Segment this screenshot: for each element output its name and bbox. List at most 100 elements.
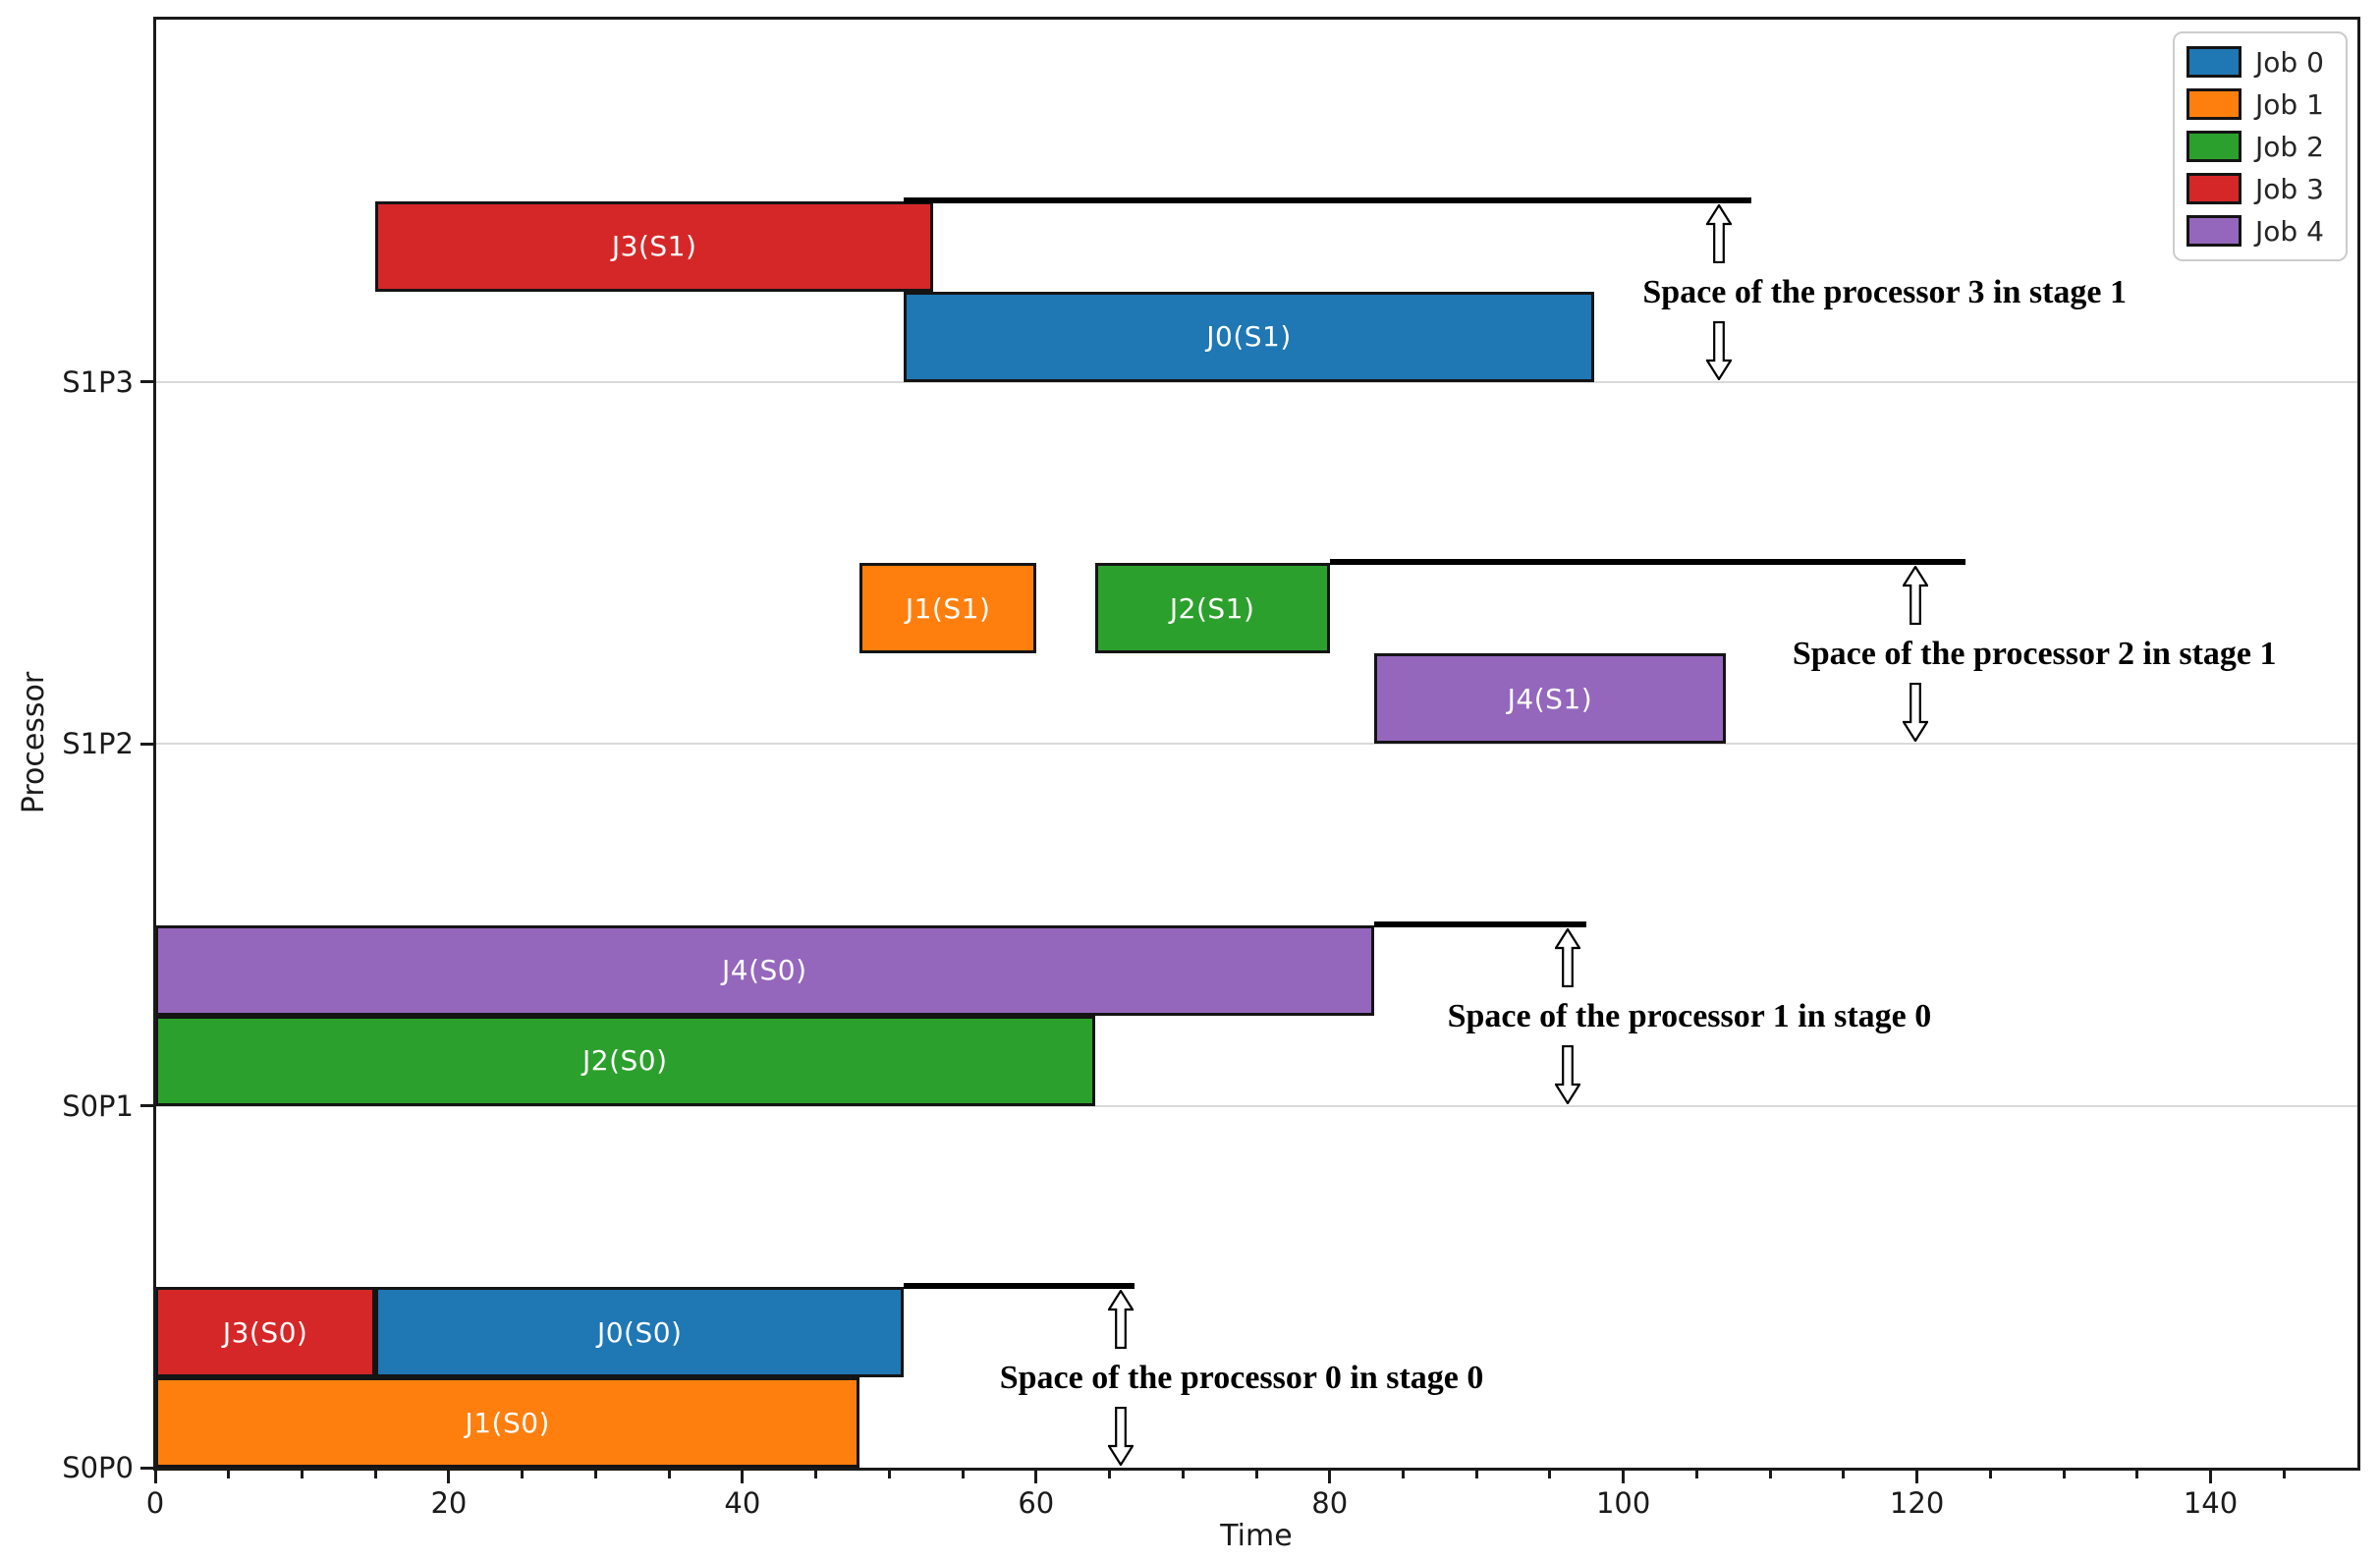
legend-swatch-icon: [2186, 88, 2242, 120]
y-tick: [140, 1466, 153, 1470]
x-minor-tick: [1694, 1471, 1698, 1478]
space-up-arrow-icon: [1553, 926, 1581, 987]
task-bar-label: J2(S0): [582, 1044, 668, 1077]
x-minor-tick: [300, 1471, 304, 1478]
x-minor-tick: [961, 1471, 965, 1478]
grid-line-s1p3: [155, 380, 2357, 383]
x-tick-label: 100: [1595, 1486, 1651, 1520]
task-bar-j4s1: J4(S1): [1373, 653, 1727, 744]
x-minor-tick: [2282, 1471, 2286, 1478]
x-minor-tick: [1401, 1471, 1405, 1478]
x-tick-label: 0: [145, 1486, 165, 1520]
legend: Job 0 Job 1 Job 2 Job 3 Job 4: [2173, 31, 2348, 261]
y-tick: [140, 1104, 153, 1107]
legend-swatch-icon: [2186, 173, 2242, 204]
y-tick-label-s1p3: S1P3: [62, 364, 134, 399]
task-bar-j0s0: J0(S0): [375, 1287, 905, 1377]
legend-item: Job 1: [2186, 86, 2334, 122]
space-annotation-s0p0: Space of the processor 0 in stage 0: [999, 1360, 1484, 1396]
task-bar-j1s1: J1(S1): [859, 563, 1036, 653]
x-tick-label: 60: [1018, 1486, 1055, 1520]
task-bar-j3s0: J3(S0): [155, 1287, 376, 1377]
task-bar-label: J1(S0): [465, 1406, 550, 1439]
x-tick-label: 140: [2183, 1486, 2239, 1520]
task-bar-label: J4(S0): [722, 954, 807, 986]
legend-label: Job 0: [2255, 45, 2324, 79]
space-annotation-s1p3: Space of the processor 3 in stage 1: [1642, 273, 2128, 310]
y-tick-label-s1p2: S1P2: [62, 727, 134, 760]
task-bar-j2s1: J2(S1): [1094, 563, 1330, 653]
space-annotation-s0p1: Space of the processor 1 in stage 0: [1447, 997, 1932, 1034]
legend-label: Job 4: [2255, 214, 2324, 248]
x-minor-tick: [227, 1471, 231, 1478]
x-minor-tick: [1768, 1471, 1772, 1478]
x-minor-tick: [593, 1471, 597, 1478]
x-major-tick: [1328, 1471, 1332, 1483]
x-major-tick: [447, 1471, 451, 1483]
space-line-s0p0: [904, 1283, 1135, 1289]
x-minor-tick: [1548, 1471, 1552, 1478]
legend-swatch-icon: [2186, 131, 2242, 162]
space-down-arrow-icon: [1704, 320, 1733, 381]
x-minor-tick: [1181, 1471, 1185, 1478]
space-down-arrow-icon: [1902, 682, 1930, 744]
legend-label: Job 1: [2255, 87, 2324, 121]
space-annotation-s1p2: Space of the processor 2 in stage 1: [1792, 636, 2277, 672]
x-minor-tick: [667, 1471, 671, 1478]
x-minor-tick: [887, 1471, 891, 1478]
x-minor-tick: [2062, 1471, 2066, 1478]
y-tick-label-s0p0: S0P0: [62, 1451, 134, 1484]
legend-swatch-icon: [2186, 46, 2242, 78]
x-minor-tick: [1842, 1471, 1846, 1478]
legend-item: Job 0: [2186, 44, 2334, 80]
space-up-arrow-icon: [1902, 564, 1930, 626]
space-line-s1p2: [1329, 559, 1965, 565]
task-bar-label: J1(S1): [905, 591, 991, 625]
space-down-arrow-icon: [1553, 1044, 1581, 1105]
x-major-tick: [1034, 1471, 1038, 1483]
legend-label: Job 2: [2255, 130, 2324, 163]
task-bar-j0s1: J0(S1): [904, 291, 1594, 382]
task-bar-label: J3(S0): [222, 1315, 308, 1349]
task-bar-j4s0: J4(S0): [155, 924, 1374, 1016]
grid-line-s0p1: [155, 1104, 2357, 1107]
task-bar-j1s0: J1(S0): [155, 1377, 860, 1468]
x-tick-label: 80: [1311, 1486, 1349, 1520]
legend-swatch-icon: [2186, 215, 2242, 247]
x-major-tick: [2209, 1471, 2213, 1483]
x-major-tick: [741, 1471, 745, 1483]
task-bar-label: J0(S1): [1206, 320, 1292, 353]
grid-line-s1p2: [155, 743, 2357, 745]
x-major-tick: [153, 1471, 157, 1483]
x-minor-tick: [1474, 1471, 1478, 1478]
x-major-tick: [1622, 1471, 1626, 1483]
space-down-arrow-icon: [1107, 1406, 1135, 1468]
space-line-s1p3: [904, 196, 1751, 203]
x-tick-label: 120: [1889, 1486, 1945, 1520]
x-minor-tick: [373, 1471, 377, 1478]
x-minor-tick: [1108, 1471, 1112, 1478]
x-axis-title: Time: [1220, 1519, 1293, 1553]
task-bar-label: J2(S1): [1169, 591, 1255, 625]
x-minor-tick: [1988, 1471, 1992, 1478]
task-bar-label: J3(S1): [611, 230, 697, 262]
space-up-arrow-icon: [1704, 202, 1733, 263]
task-bar-j2s0: J2(S0): [155, 1015, 1095, 1106]
legend-item: Job 4: [2186, 213, 2334, 249]
y-tick: [140, 742, 153, 746]
x-minor-tick: [521, 1471, 525, 1478]
task-bar-j3s1: J3(S1): [375, 200, 934, 292]
legend-item: Job 3: [2186, 171, 2334, 206]
x-minor-tick: [1254, 1471, 1258, 1478]
task-bar-label: J4(S1): [1507, 682, 1593, 715]
legend-item: Job 2: [2186, 129, 2334, 164]
x-minor-tick: [2135, 1471, 2139, 1478]
legend-label: Job 3: [2255, 172, 2324, 205]
task-bar-label: J0(S0): [596, 1315, 683, 1349]
x-major-tick: [1915, 1471, 1919, 1483]
y-tick: [140, 380, 153, 383]
space-line-s0p1: [1373, 920, 1587, 927]
x-tick-label: 40: [724, 1486, 761, 1520]
space-up-arrow-icon: [1107, 1288, 1135, 1350]
